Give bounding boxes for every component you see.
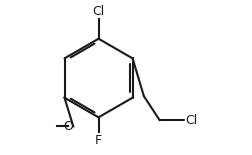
Text: O: O [63, 120, 73, 133]
Text: F: F [94, 134, 102, 147]
Text: Cl: Cl [185, 114, 197, 127]
Text: Cl: Cl [92, 4, 104, 18]
